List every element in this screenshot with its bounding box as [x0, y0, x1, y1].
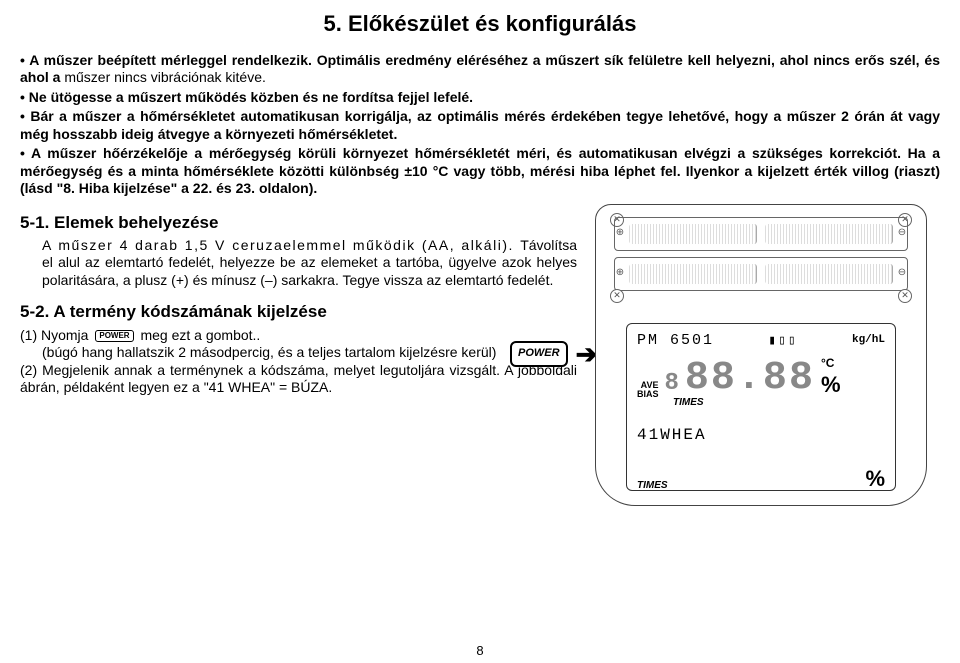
battery-icon: ▮▯▯	[768, 333, 797, 349]
power-button-inline-icon: POWER	[95, 330, 133, 342]
lcd-times-label-2: TIMES	[637, 480, 668, 493]
step-2: (2) Megjelenik annak a terménynek a kóds…	[20, 362, 577, 397]
battery-row: ⊕ ⊖	[614, 257, 908, 291]
battery-plus-icon: ⊕	[615, 227, 625, 240]
battery-compartment: ✕ ✕ ⊕ ⊖ ⊕ ⊖ ✕ ✕	[614, 217, 908, 295]
battery-plus-icon: ⊕	[615, 267, 625, 280]
section-5-1-body1: A műszer 4 darab 1,5 V ceruzaelemmel műk…	[42, 237, 520, 253]
bullet-3: Bár a műszer a hőmérsékletet automatikus…	[20, 108, 940, 142]
lcd-digit-small: 8	[665, 369, 679, 399]
bullet-2: Ne ütögesse a műszert működés közben és …	[29, 89, 473, 105]
lcd-display: PM 6501 ▮▯▯ kg/hL AVE BIAS 8 88.88 °C %	[626, 323, 896, 491]
lcd-model: PM 6501	[637, 332, 714, 351]
battery-cell-icon	[629, 264, 757, 284]
lcd-percent: %	[821, 371, 841, 399]
bullet-1b: műszer nincs vibrációnak kitéve.	[64, 69, 266, 85]
intro-bullets: • A műszer beépített mérleggel rendelkez…	[20, 52, 940, 198]
lcd-main-digits: 88.88	[685, 359, 815, 399]
lcd-degc: °C	[821, 356, 834, 371]
section-5-1-heading: 5-1. Elemek behelyezése	[20, 212, 577, 233]
section-5-2-heading: 5-2. A termény kódszámának kijelzése	[20, 301, 577, 322]
power-button-icon: POWER	[510, 341, 568, 367]
step-1b: meg ezt a gombot..	[140, 327, 260, 343]
step-1a: (1) Nyomja	[20, 327, 92, 343]
battery-minus-icon: ⊖	[897, 227, 907, 240]
step-1-note: (búgó hang hallatszik 2 másodpercig, és …	[20, 344, 577, 362]
battery-cell-icon	[765, 264, 893, 284]
lcd-bias-label: BIAS	[637, 390, 659, 399]
left-column: 5-1. Elemek behelyezése A műszer 4 darab…	[20, 200, 577, 506]
battery-minus-icon: ⊖	[897, 267, 907, 280]
right-column: POWER ➔ ✕ ✕ ⊕ ⊖ ⊕ ⊖ ✕ ✕	[595, 200, 940, 506]
screw-icon: ✕	[898, 289, 912, 303]
battery-row: ⊕ ⊖	[614, 217, 908, 251]
page-title: 5. Előkészület és konfigurálás	[20, 10, 940, 38]
battery-cell-icon	[629, 224, 757, 244]
device-illustration: ✕ ✕ ⊕ ⊖ ⊕ ⊖ ✕ ✕ PM 650	[595, 204, 927, 506]
lcd-percent-2: %	[865, 465, 885, 493]
lcd-product-code: 41WHEA	[637, 425, 885, 445]
power-arrow-group: POWER ➔	[510, 338, 597, 371]
battery-cell-icon	[765, 224, 893, 244]
screw-icon: ✕	[610, 289, 624, 303]
bullet-4: A műszer hőérzékelője a mérőegység körül…	[20, 145, 940, 196]
lcd-unit-kghl: kg/hL	[852, 334, 885, 348]
page-number: 8	[0, 643, 960, 659]
